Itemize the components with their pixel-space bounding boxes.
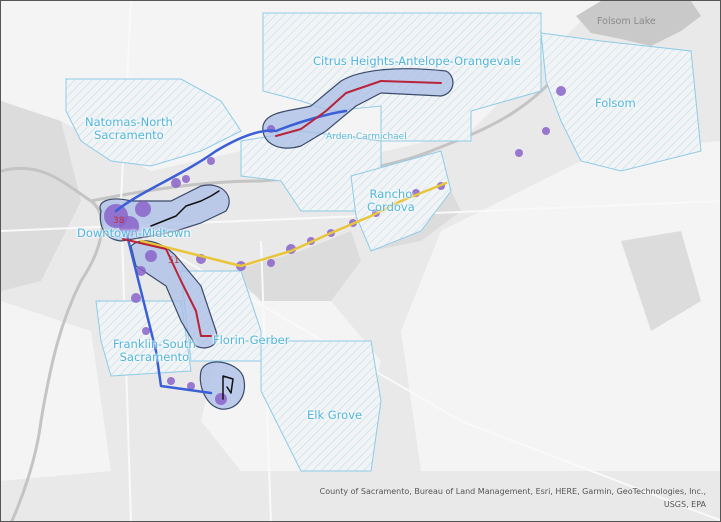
area-label-florin: Florin-Gerber: [213, 333, 290, 347]
route-label-38: 38: [113, 216, 125, 226]
community-boundaries: [65, 12, 702, 472]
water-label: Folsom Lake: [597, 16, 656, 27]
route-blue-north: [114, 109, 348, 213]
attribution: County of Sacramento, Bureau of Land Man…: [320, 485, 706, 511]
attribution-line-2: USGS, EPA: [663, 500, 706, 509]
area-label-arden: Arden-Carmichael: [326, 132, 407, 142]
area-label-downtown: Downtown-Midtown: [77, 226, 191, 240]
area-label-natomas: Natomas-North Sacramento: [85, 115, 173, 142]
route-yellow-east: [139, 181, 448, 268]
attribution-line-1: County of Sacramento, Bureau of Land Man…: [319, 487, 706, 496]
area-label-folsom: Folsom: [595, 96, 636, 110]
route-blue-south: [124, 229, 213, 395]
area-label-elk-grove: Elk Grove: [307, 408, 363, 422]
route-red-51: [122, 238, 212, 337]
boundary-folsom: [540, 32, 702, 172]
area-label-citrus-heights: Citrus Heights-Antelope-Orangevale: [313, 54, 521, 68]
route-red-citrus: [275, 80, 442, 137]
boundary-franklin: [95, 300, 192, 377]
area-label-rancho: Rancho Cordova: [367, 187, 415, 214]
area-label-franklin: Franklin-South Sacramento: [113, 337, 196, 364]
folsom-lake: [576, 1, 701, 46]
route-black-north: [150, 190, 220, 227]
service-area-blobs: [104, 86, 566, 405]
route-black-elk: [222, 375, 234, 400]
boundary-elk-grove: [260, 340, 382, 472]
route-label-51: 51: [168, 256, 179, 266]
boundary-natomas: [65, 78, 242, 167]
